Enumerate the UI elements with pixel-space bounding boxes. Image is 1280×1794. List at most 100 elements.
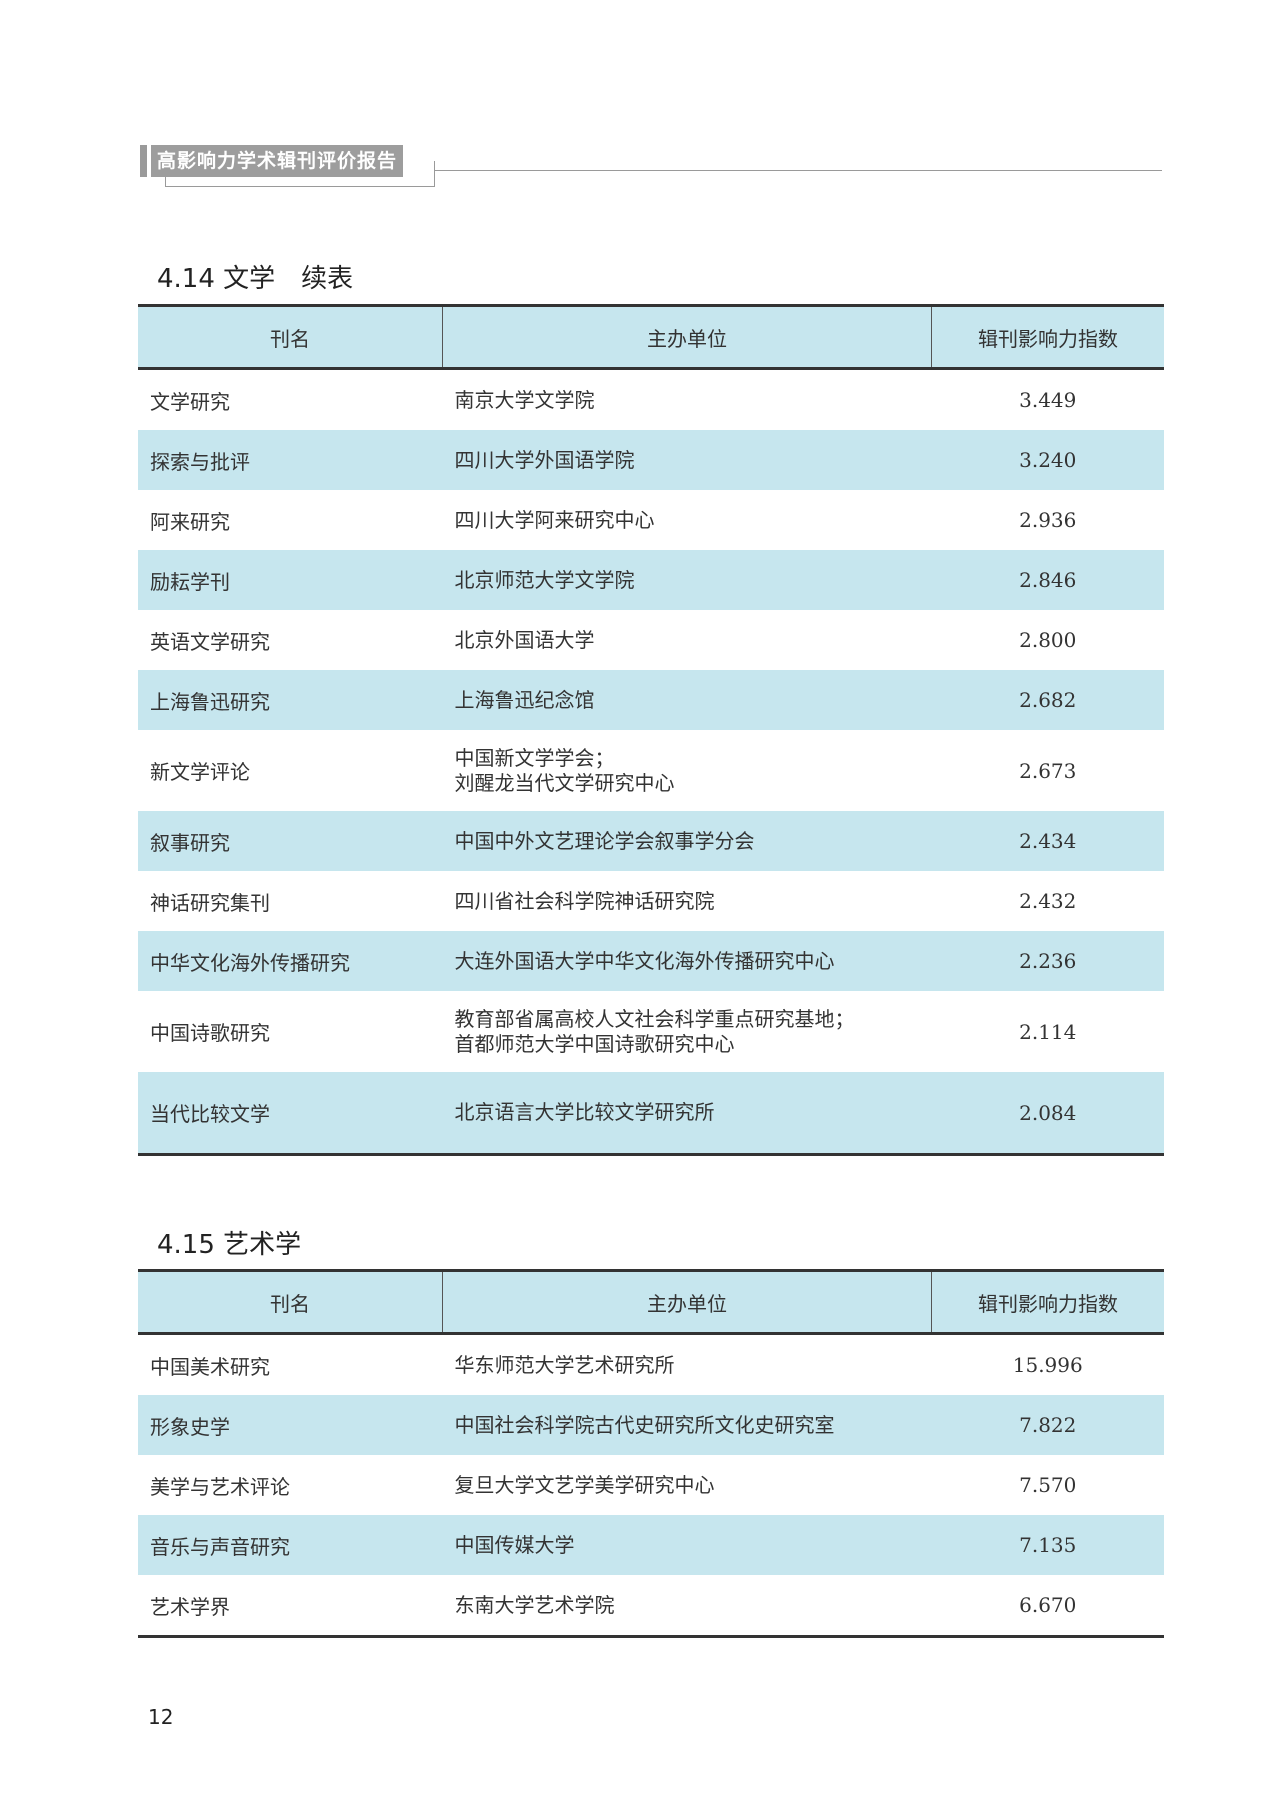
journal-name: 音乐与声音研究	[138, 1515, 443, 1575]
impact-index: 7.135	[931, 1515, 1164, 1575]
sponsor-unit: 四川大学外国语学院	[442, 430, 932, 490]
journal-name: 上海鲁迅研究	[138, 670, 443, 730]
impact-index: 7.570	[1019, 1473, 1077, 1497]
sponsor-unit-line: 南京大学文学院	[454, 387, 595, 412]
sponsor-unit-line: 中国中外文艺理论学会叙事学分会	[454, 828, 755, 853]
journal-name: 美学与艺术评论	[150, 1474, 290, 1499]
table-row: 励耘学刊 北京师范大学文学院 2.846	[138, 550, 1164, 610]
sponsor-unit-line: 东南大学艺术学院	[454, 1592, 615, 1617]
impact-index: 2.800	[1019, 628, 1077, 652]
sponsor-unit: 教育部省属高校人文社会科学重点研究基地； 首都师范大学中国诗歌研究中心	[443, 991, 932, 1072]
running-head-title: 高影响力学术辑刊评价报告	[151, 145, 404, 177]
sponsor-unit: 大连外国语大学中华文化海外传播研究中心	[442, 931, 932, 991]
col-header-unit: 主办单位	[442, 304, 932, 370]
running-head-rule	[434, 170, 1162, 171]
journal-name: 神话研究集刊	[150, 890, 270, 915]
sponsor-unit-line: 北京师范大学文学院	[454, 567, 635, 592]
sponsor-unit: 中国传媒大学	[442, 1515, 932, 1575]
sponsor-unit: 南京大学文学院	[443, 369, 932, 431]
impact-index: 2.236	[931, 931, 1164, 991]
impact-index: 3.449	[1019, 388, 1077, 412]
sponsor-unit-line: 刘醒龙当代文学研究中心	[454, 770, 675, 795]
journal-name: 叙事研究	[138, 811, 443, 871]
sponsor-unit: 东南大学艺术学院	[442, 1575, 932, 1638]
table-row: 上海鲁迅研究 上海鲁迅纪念馆 2.682	[138, 670, 1164, 730]
table-row: 文学研究 南京大学文学院 3.449	[138, 369, 1164, 431]
table-row: 新文学评论 中国新文学学会； 刘醒龙当代文学研究中心 2.673	[138, 730, 1164, 811]
sponsor-unit: 中国中外文艺理论学会叙事学分会	[442, 811, 932, 871]
sponsor-unit-line: 教育部省属高校人文社会科学重点研究基地；	[454, 1006, 855, 1031]
col-header-index: 辑刊影响力指数	[931, 304, 1164, 370]
impact-index: 2.682	[931, 670, 1164, 730]
journal-name: 英语文学研究	[150, 629, 270, 654]
table-row: 中国诗歌研究 教育部省属高校人文社会科学重点研究基地； 首都师范大学中国诗歌研究中心…	[138, 991, 1164, 1072]
sponsor-unit-line: 中国传媒大学	[454, 1532, 575, 1557]
sponsor-unit-line: 北京语言大学比较文学研究所	[454, 1100, 715, 1124]
running-head-bar	[140, 145, 147, 177]
table-row: 形象史学 中国社会科学院古代史研究所文化史研究室 7.822	[138, 1395, 1164, 1455]
table-row: 艺术学界 东南大学艺术学院 6.670	[138, 1575, 1164, 1638]
table-row: 阿来研究 四川大学阿来研究中心 2.936	[138, 490, 1164, 550]
sponsor-unit-line: 北京外国语大学	[454, 627, 595, 652]
sponsor-unit-line: 大连外国语大学中华文化海外传播研究中心	[454, 948, 835, 973]
sponsor-unit: 四川省社会科学院神话研究院	[443, 871, 932, 931]
journal-name: 探索与批评	[138, 430, 443, 490]
journal-name: 励耘学刊	[138, 550, 443, 610]
sponsor-unit: 上海鲁迅纪念馆	[442, 670, 932, 730]
section-title-art: 4.15 艺术学	[157, 1230, 302, 1260]
impact-index: 2.846	[931, 550, 1164, 610]
sponsor-unit: 复旦大学文艺学美学研究中心	[443, 1455, 932, 1515]
col-header-unit: 主办单位	[442, 1269, 932, 1335]
impact-index: 2.434	[931, 811, 1164, 871]
sponsor-unit: 华东师范大学艺术研究所	[443, 1334, 932, 1396]
impact-index: 15.996	[1012, 1353, 1083, 1377]
sponsor-unit: 中国社会科学院古代史研究所文化史研究室	[442, 1395, 932, 1455]
section-title-literature: 4.14 文学 续表	[157, 264, 354, 294]
journal-name: 中国诗歌研究	[150, 1021, 270, 1045]
table-row: 神话研究集刊 四川省社会科学院神话研究院 2.432	[138, 871, 1164, 931]
table-row: 当代比较文学 北京语言大学比较文学研究所 2.084	[138, 1072, 1164, 1156]
journal-name: 中国美术研究	[150, 1354, 270, 1379]
impact-index: 2.432	[1019, 889, 1077, 913]
impact-index: 2.673	[1019, 758, 1077, 783]
sponsor-unit-line: 中国新文学学会；	[454, 745, 615, 770]
sponsor-unit-line: 复旦大学文艺学美学研究中心	[454, 1472, 715, 1497]
sponsor-unit-line: 四川大学外国语学院	[454, 447, 635, 472]
sponsor-unit-line: 首都师范大学中国诗歌研究中心	[454, 1031, 735, 1056]
table-literature: 刊名 主办单位 辑刊影响力指数 文学研究 南京大学文学院 3.449 探索与批评 四川大…	[138, 304, 1164, 1156]
table-row: 美学与艺术评论 复旦大学文艺学美学研究中心 7.570	[138, 1455, 1164, 1515]
table-row: 叙事研究 中国中外文艺理论学会叙事学分会 2.434	[138, 811, 1164, 871]
journal-name: 中华文化海外传播研究	[138, 931, 443, 991]
table-row: 探索与批评 四川大学外国语学院 3.240	[138, 430, 1164, 490]
sponsor-unit: 四川大学阿来研究中心	[443, 490, 932, 550]
journal-name: 形象史学	[138, 1395, 443, 1455]
impact-index: 2.936	[1019, 508, 1077, 532]
journal-name: 阿来研究	[150, 509, 230, 534]
impact-index: 2.084	[931, 1072, 1164, 1156]
table-row: 英语文学研究 北京外国语大学 2.800	[138, 610, 1164, 670]
sponsor-unit: 中国新文学学会； 刘醒龙当代文学研究中心	[443, 730, 932, 811]
impact-index: 6.670	[931, 1575, 1164, 1638]
table-row: 中华文化海外传播研究 大连外国语大学中华文化海外传播研究中心 2.236	[138, 931, 1164, 991]
table-row: 音乐与声音研究 中国传媒大学 7.135	[138, 1515, 1164, 1575]
table-art: 刊名 主办单位 辑刊影响力指数 中国美术研究 华东师范大学艺术研究所 15.996 形…	[138, 1269, 1164, 1638]
sponsor-unit-line: 四川省社会科学院神话研究院	[454, 888, 715, 913]
sponsor-unit: 北京语言大学比较文学研究所	[442, 1072, 932, 1156]
journal-name: 当代比较文学	[138, 1072, 443, 1156]
sponsor-unit: 北京外国语大学	[443, 610, 932, 670]
col-header-name: 刊名	[138, 304, 443, 370]
sponsor-unit-line: 上海鲁迅纪念馆	[454, 687, 595, 712]
journal-name: 艺术学界	[138, 1575, 443, 1638]
impact-index: 3.240	[931, 430, 1164, 490]
sponsor-unit-line: 华东师范大学艺术研究所	[454, 1352, 675, 1377]
sponsor-unit-line: 四川大学阿来研究中心	[454, 507, 655, 532]
impact-index: 2.114	[1019, 1019, 1077, 1044]
table-row: 中国美术研究 华东师范大学艺术研究所 15.996	[138, 1334, 1164, 1396]
page-number: 12	[148, 1705, 174, 1729]
journal-name: 文学研究	[150, 389, 230, 414]
journal-name: 新文学评论	[150, 760, 250, 784]
col-header-name: 刊名	[138, 1269, 443, 1335]
sponsor-unit: 北京师范大学文学院	[442, 550, 932, 610]
impact-index: 7.822	[931, 1395, 1164, 1455]
sponsor-unit-line: 中国社会科学院古代史研究所文化史研究室	[454, 1412, 835, 1437]
